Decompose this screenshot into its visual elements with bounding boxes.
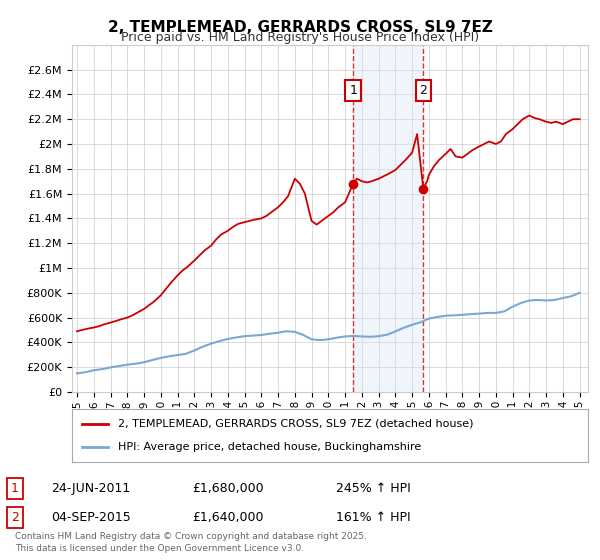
Text: 24-JUN-2011: 24-JUN-2011 <box>51 482 130 495</box>
Text: 161% ↑ HPI: 161% ↑ HPI <box>336 511 410 524</box>
Text: £1,640,000: £1,640,000 <box>192 511 263 524</box>
Text: 2, TEMPLEMEAD, GERRARDS CROSS, SL9 7EZ (detached house): 2, TEMPLEMEAD, GERRARDS CROSS, SL9 7EZ (… <box>118 419 474 429</box>
Text: HPI: Average price, detached house, Buckinghamshire: HPI: Average price, detached house, Buck… <box>118 442 422 452</box>
Text: 2: 2 <box>419 84 427 97</box>
Text: 2: 2 <box>11 511 19 524</box>
Bar <box>353 45 424 392</box>
Text: 2, TEMPLEMEAD, GERRARDS CROSS, SL9 7EZ: 2, TEMPLEMEAD, GERRARDS CROSS, SL9 7EZ <box>107 20 493 35</box>
Text: £1,680,000: £1,680,000 <box>192 482 263 495</box>
Text: 1: 1 <box>11 482 19 495</box>
Text: 1: 1 <box>349 84 357 97</box>
Text: 245% ↑ HPI: 245% ↑ HPI <box>336 482 411 495</box>
Text: 04-SEP-2015: 04-SEP-2015 <box>51 511 131 524</box>
Text: Price paid vs. HM Land Registry's House Price Index (HPI): Price paid vs. HM Land Registry's House … <box>121 31 479 44</box>
Text: Contains HM Land Registry data © Crown copyright and database right 2025.
This d: Contains HM Land Registry data © Crown c… <box>15 533 367 553</box>
